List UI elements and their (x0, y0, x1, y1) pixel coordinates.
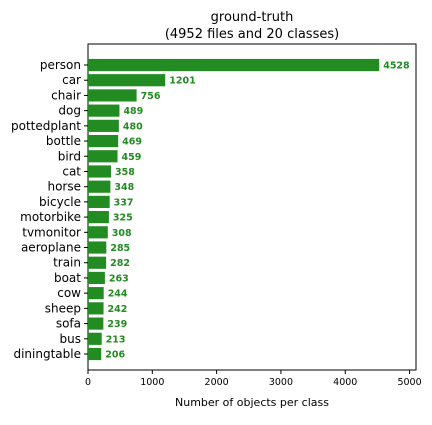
bar-bicycle (88, 195, 110, 208)
bar-cow (88, 287, 104, 300)
bar-bottle (88, 134, 119, 148)
bar-aeroplane (88, 241, 107, 254)
category-label-bird: bird (58, 149, 81, 163)
bar-tvmonitor (88, 226, 108, 239)
value-label-motorbike: 325 (113, 213, 133, 224)
category-label-car: car (62, 73, 81, 87)
category-label-boat: boat (54, 271, 81, 285)
category-label-aeroplane: aeroplane (21, 241, 81, 255)
bar-person (88, 58, 380, 72)
value-label-person: 4528 (383, 61, 410, 72)
bar-bird (88, 150, 118, 163)
bar-dog (88, 104, 120, 117)
bar-train (88, 256, 107, 269)
category-label-bus: bus (60, 332, 81, 346)
bar-motorbike (88, 211, 109, 224)
value-label-sofa: 239 (107, 319, 127, 330)
category-label-sofa: sofa (56, 317, 81, 331)
category-label-diningtable: diningtable (13, 347, 81, 361)
bar-boat (88, 271, 105, 285)
value-label-dog: 489 (123, 106, 143, 117)
bar-sofa (88, 317, 104, 330)
bar-car (88, 74, 166, 87)
category-label-motorbike: motorbike (20, 210, 81, 224)
x-tick-label-1000: 1000 (140, 377, 164, 388)
x-axis-label: Number of objects per class (175, 396, 329, 409)
value-label-diningtable: 206 (105, 350, 125, 361)
bar-bus (88, 332, 102, 345)
x-tick-label-5000: 5000 (397, 377, 421, 388)
value-label-bicycle: 337 (114, 197, 134, 208)
value-label-cow: 244 (108, 289, 128, 300)
x-tick-label-3000: 3000 (269, 377, 293, 388)
category-label-bottle: bottle (46, 134, 81, 148)
value-label-boat: 263 (109, 273, 129, 284)
category-label-sheep: sheep (45, 301, 81, 315)
value-label-chair: 756 (141, 91, 161, 102)
bar-pottedplant (88, 119, 119, 132)
bar-diningtable (88, 347, 102, 361)
category-label-horse: horse (47, 180, 81, 194)
chart-title: ground-truth (211, 10, 294, 25)
value-label-bus: 213 (106, 334, 126, 345)
value-label-tvmonitor: 308 (112, 228, 132, 239)
plot-frame (87, 43, 417, 371)
value-label-horse: 348 (114, 182, 134, 193)
category-label-cow: cow (57, 286, 81, 300)
category-label-bicycle: bicycle (39, 195, 81, 209)
value-label-sheep: 242 (108, 304, 128, 315)
value-label-aeroplane: 285 (110, 243, 130, 254)
bar-sheep (88, 302, 104, 315)
category-label-train: train (53, 256, 81, 270)
category-label-dog: dog (58, 104, 81, 118)
value-label-bottle: 469 (122, 137, 142, 148)
value-label-car: 1201 (169, 76, 195, 87)
bar-cat (88, 165, 112, 178)
value-labels: 4528 1201 756 489 480 469 459 358 348 337 325 308 28… (105, 61, 410, 361)
value-label-train: 282 (110, 258, 130, 269)
x-tick-label-4000: 4000 (333, 377, 357, 388)
x-tick-label-0: 0 (85, 377, 91, 388)
category-label-pottedplant: pottedplant (11, 119, 81, 133)
value-label-pottedplant: 480 (123, 121, 143, 132)
category-label-chair: chair (51, 88, 81, 102)
value-label-cat: 358 (115, 167, 135, 178)
category-label-cat: cat (62, 164, 81, 178)
category-label-person: person (40, 58, 81, 72)
value-label-bird: 459 (122, 152, 142, 163)
chart-subtitle: (4952 files and 20 classes) (165, 27, 339, 42)
bar-horse (88, 180, 111, 193)
bar-chair (88, 89, 137, 102)
bars-layer (88, 58, 380, 361)
x-tick-label-2000: 2000 (205, 377, 229, 388)
x-axis: 0 1000 2000 3000 4000 5000 (85, 370, 422, 388)
category-label-tvmonitor: tvmonitor (22, 225, 81, 239)
